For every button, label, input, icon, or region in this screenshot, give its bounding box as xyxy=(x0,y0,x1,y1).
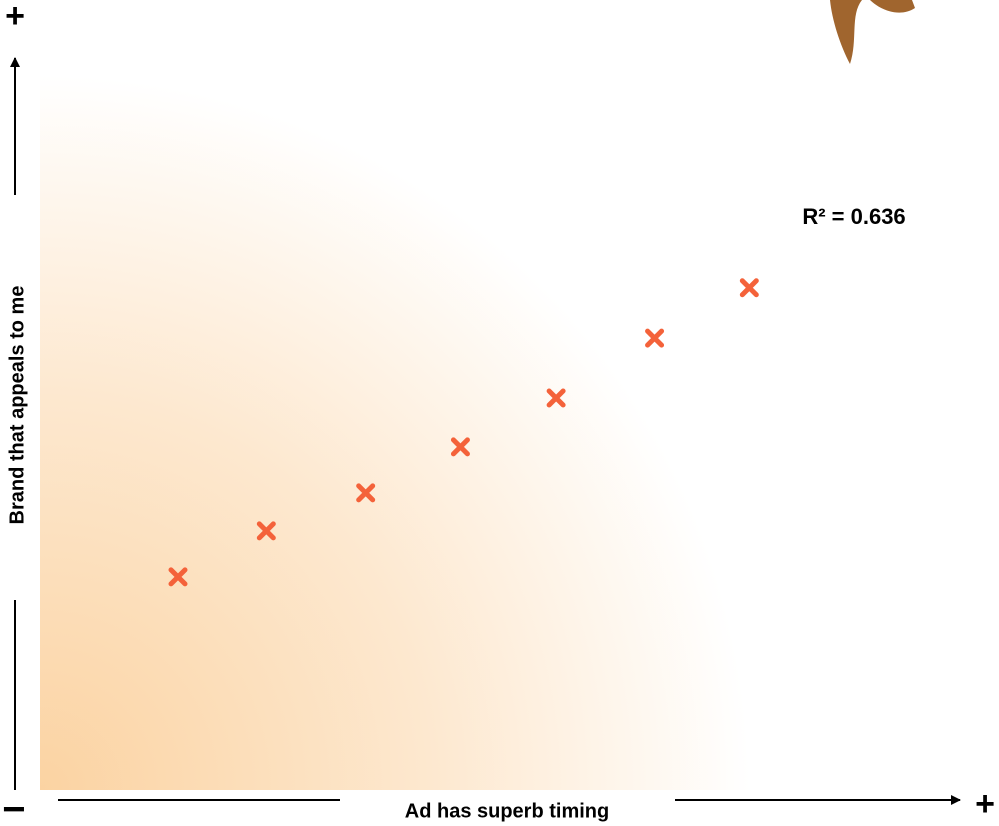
axis-origin-minus: − xyxy=(2,788,25,826)
background-glow xyxy=(40,75,750,790)
r-squared-annotation: R² = 0.636 xyxy=(802,204,905,229)
chart: Brand that appeals to me + Ad has superb… xyxy=(0,0,999,826)
y-axis-label: Brand that appeals to me xyxy=(6,286,28,525)
y-axis-plus: + xyxy=(5,0,25,35)
x-axis-label: Ad has superb timing xyxy=(405,800,609,822)
leaf-decoration xyxy=(830,0,915,64)
x-axis-plus: + xyxy=(975,785,995,823)
page: {"chart_data": { "type": "scatter", "x_l… xyxy=(0,0,999,826)
